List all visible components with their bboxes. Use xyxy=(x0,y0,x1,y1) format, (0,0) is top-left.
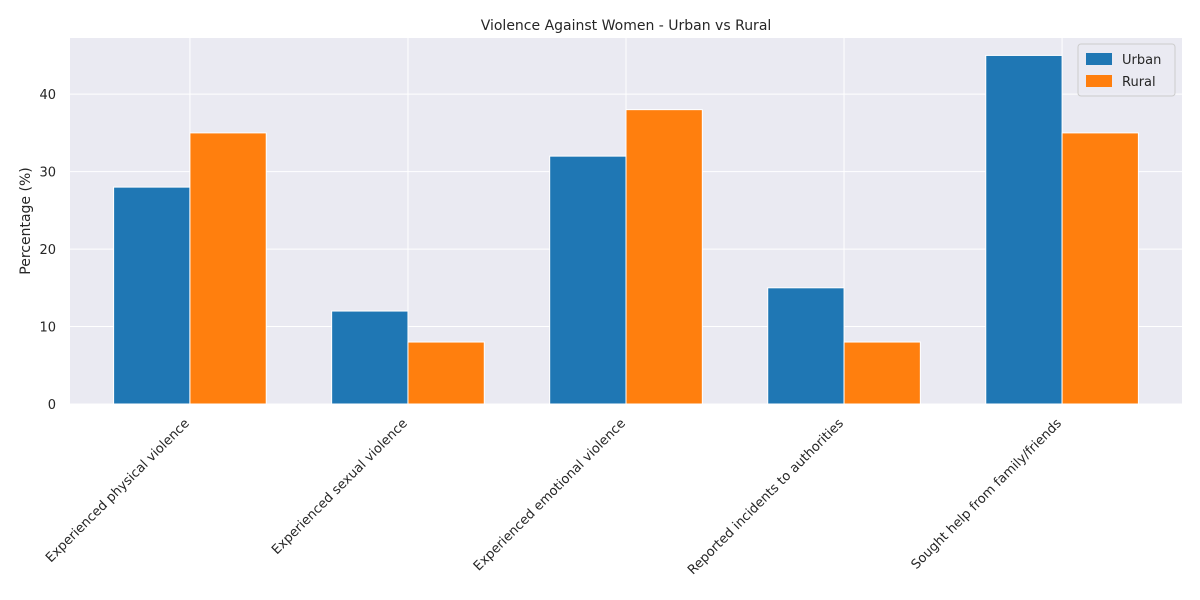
x-tick-label: Reported incidents to authorities xyxy=(685,416,847,578)
y-tick-label: 10 xyxy=(39,321,56,336)
bar-rural xyxy=(1061,132,1139,405)
bar-rural xyxy=(843,341,921,405)
y-tick-label: 20 xyxy=(39,243,56,258)
y-axis-ticks: 0 10 20 30 40 xyxy=(39,88,56,413)
x-tick-label: Sought help from family/friends xyxy=(909,416,1065,572)
legend-label-rural: Rural xyxy=(1122,75,1156,90)
bar-urban xyxy=(767,287,845,405)
x-tick-label: Experienced emotional violence xyxy=(471,416,629,574)
bar-rural xyxy=(189,132,267,405)
legend: Urban Rural xyxy=(1077,43,1176,97)
legend-swatch-urban xyxy=(1086,53,1112,65)
bar-urban xyxy=(549,155,627,405)
x-tick-label: Experienced sexual violence xyxy=(269,416,411,558)
y-axis-label: Percentage (%) xyxy=(18,167,34,274)
y-tick-label: 40 xyxy=(39,88,56,103)
legend-swatch-rural xyxy=(1086,75,1112,87)
bar-urban xyxy=(331,310,409,405)
legend-label-urban: Urban xyxy=(1122,53,1161,68)
chart-title: Violence Against Women - Urban vs Rural xyxy=(481,18,772,34)
bar-rural xyxy=(407,341,485,405)
y-tick-label: 0 xyxy=(48,398,56,413)
x-axis-ticks: Experienced physical violence Experienced… xyxy=(43,416,1065,578)
x-tick-label: Experienced physical violence xyxy=(43,416,193,566)
bar-rural xyxy=(625,109,703,405)
bar-urban xyxy=(113,186,191,405)
bars xyxy=(113,54,1139,405)
y-tick-label: 30 xyxy=(39,166,56,181)
bar-urban xyxy=(985,54,1063,405)
